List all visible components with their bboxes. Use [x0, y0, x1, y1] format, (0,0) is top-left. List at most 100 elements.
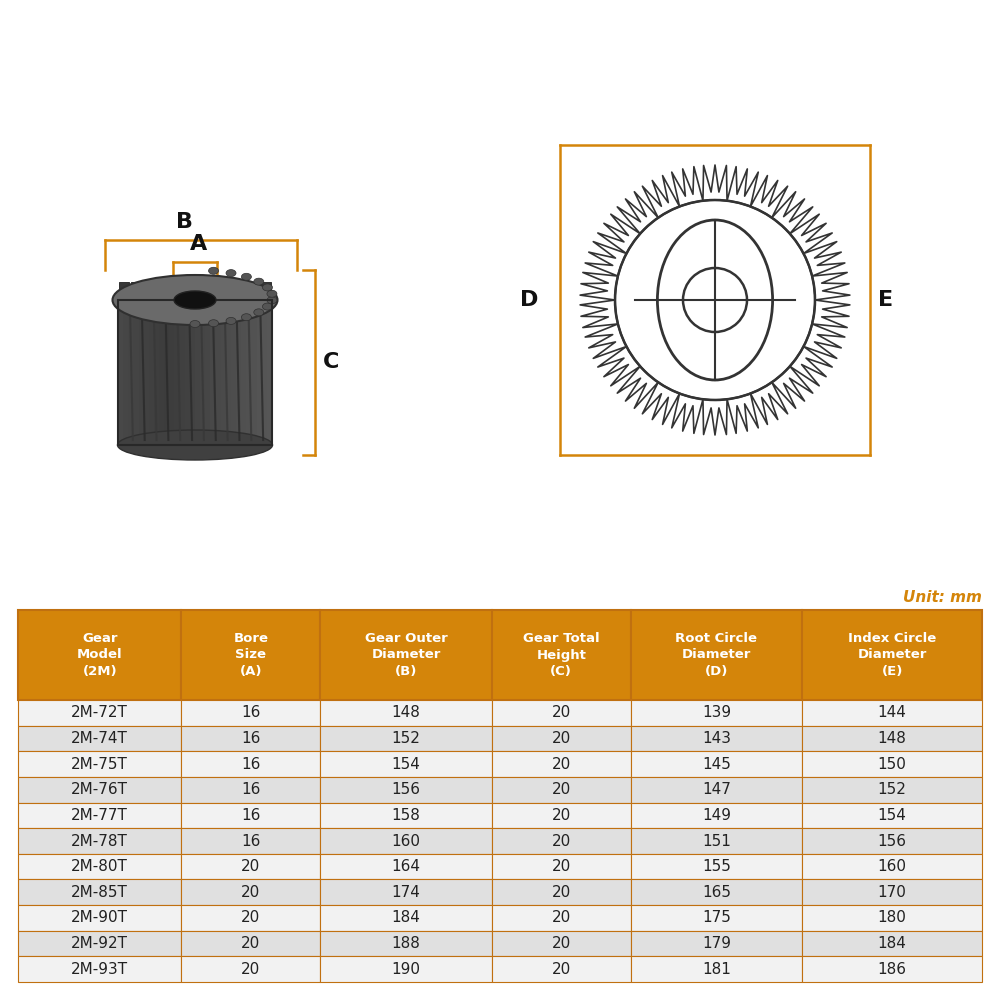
Bar	[802, 931, 982, 956]
Text: 20: 20	[552, 859, 571, 874]
Bar	[802, 700, 982, 726]
Text: 144: 144	[878, 705, 907, 720]
Text: 149: 149	[702, 808, 731, 823]
Text: 20: 20	[552, 705, 571, 720]
Bar	[18, 879, 181, 905]
Bar	[262, 300, 268, 445]
Text: 154: 154	[392, 757, 420, 772]
Text: 190: 190	[392, 962, 421, 977]
FancyBboxPatch shape	[226, 282, 235, 300]
Bar	[169, 300, 175, 445]
Text: 2M-90T: 2M-90T	[71, 910, 128, 925]
Text: 175: 175	[702, 910, 731, 925]
Bar	[181, 803, 320, 828]
Text: 164: 164	[392, 859, 421, 874]
Bar	[492, 700, 631, 726]
Bar	[18, 956, 181, 982]
Bar	[492, 777, 631, 803]
Ellipse shape	[209, 320, 219, 327]
Text: Gear
Model
(2M): Gear Model (2M)	[77, 632, 123, 678]
Bar	[181, 777, 320, 803]
Bar	[492, 726, 631, 751]
Text: 139: 139	[702, 705, 731, 720]
FancyBboxPatch shape	[214, 282, 224, 300]
Text: E: E	[878, 290, 893, 310]
Bar	[139, 300, 145, 445]
Bar	[118, 300, 272, 445]
Text: 2M-92T: 2M-92T	[71, 936, 128, 951]
Bar	[631, 803, 802, 828]
Bar	[267, 300, 273, 445]
Text: B: B	[176, 212, 193, 232]
Bar	[181, 905, 320, 931]
Bar	[251, 300, 258, 445]
Text: 154: 154	[878, 808, 907, 823]
Text: 20: 20	[552, 782, 571, 797]
FancyBboxPatch shape	[155, 282, 164, 300]
Ellipse shape	[262, 284, 272, 291]
Bar	[492, 905, 631, 931]
Bar	[492, 956, 631, 982]
FancyBboxPatch shape	[119, 282, 129, 300]
Ellipse shape	[112, 275, 278, 325]
Bar	[802, 854, 982, 879]
FancyBboxPatch shape	[261, 282, 271, 300]
Text: 16: 16	[241, 834, 261, 848]
Bar	[802, 828, 982, 854]
FancyBboxPatch shape	[143, 282, 153, 300]
Bar	[221, 300, 227, 445]
Bar	[18, 854, 181, 879]
Text: Gear Outer
Diameter
(B): Gear Outer Diameter (B)	[365, 632, 447, 678]
Bar	[181, 828, 320, 854]
Text: 152: 152	[878, 782, 907, 797]
Text: 20: 20	[241, 910, 260, 925]
Ellipse shape	[254, 309, 264, 316]
Bar	[181, 726, 320, 751]
Text: 20: 20	[241, 885, 260, 900]
Ellipse shape	[267, 290, 277, 297]
Bar	[802, 610, 982, 700]
Text: 186: 186	[878, 962, 907, 977]
Ellipse shape	[226, 270, 236, 277]
Ellipse shape	[226, 317, 236, 324]
Bar	[181, 610, 320, 700]
Bar	[320, 700, 492, 726]
Text: 158: 158	[392, 808, 420, 823]
Bar	[320, 610, 492, 700]
Text: D: D	[520, 290, 538, 310]
Bar	[631, 879, 802, 905]
Bar	[631, 956, 802, 982]
Bar	[128, 300, 134, 445]
Text: 143: 143	[702, 731, 731, 746]
Bar	[200, 300, 206, 445]
Bar	[144, 300, 150, 445]
Text: 20: 20	[552, 731, 571, 746]
Text: 20: 20	[552, 910, 571, 925]
Bar	[802, 777, 982, 803]
Bar	[174, 300, 181, 445]
Ellipse shape	[241, 314, 251, 321]
Text: 156: 156	[878, 834, 907, 848]
Ellipse shape	[118, 430, 272, 460]
FancyBboxPatch shape	[237, 282, 247, 300]
Text: 2M-77T: 2M-77T	[71, 808, 128, 823]
Text: 179: 179	[702, 936, 731, 951]
Bar	[18, 803, 181, 828]
Text: Gear Total
Height
(C): Gear Total Height (C)	[523, 632, 600, 678]
Bar	[802, 905, 982, 931]
Text: 2M-74T: 2M-74T	[71, 731, 128, 746]
Bar	[164, 300, 170, 445]
Text: 2M-85T: 2M-85T	[71, 885, 128, 900]
Text: Index Circle
Diameter
(E): Index Circle Diameter (E)	[848, 632, 936, 678]
FancyBboxPatch shape	[249, 282, 259, 300]
Text: 174: 174	[392, 885, 420, 900]
Text: 2M-78T: 2M-78T	[71, 834, 128, 848]
Bar	[231, 300, 237, 445]
Bar	[631, 700, 802, 726]
Bar	[154, 300, 160, 445]
Text: 165: 165	[702, 885, 731, 900]
Bar	[133, 300, 140, 445]
Bar	[181, 931, 320, 956]
Bar	[195, 300, 201, 445]
Bar	[802, 956, 982, 982]
